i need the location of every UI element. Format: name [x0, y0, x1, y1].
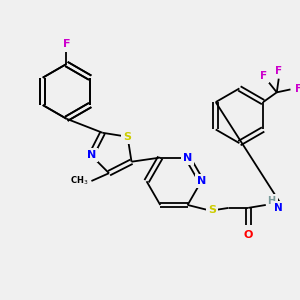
- Text: F: F: [63, 40, 70, 50]
- Text: F: F: [260, 71, 267, 81]
- Text: S: S: [208, 205, 216, 215]
- Text: N: N: [197, 176, 206, 186]
- Text: S: S: [124, 132, 132, 142]
- Text: O: O: [244, 230, 253, 240]
- Text: H: H: [268, 196, 276, 206]
- Text: N: N: [86, 150, 96, 160]
- Text: N: N: [274, 203, 283, 213]
- Text: F: F: [295, 84, 300, 94]
- Text: CH$_3$: CH$_3$: [70, 175, 89, 187]
- Text: F: F: [275, 66, 282, 76]
- Text: N: N: [183, 153, 192, 163]
